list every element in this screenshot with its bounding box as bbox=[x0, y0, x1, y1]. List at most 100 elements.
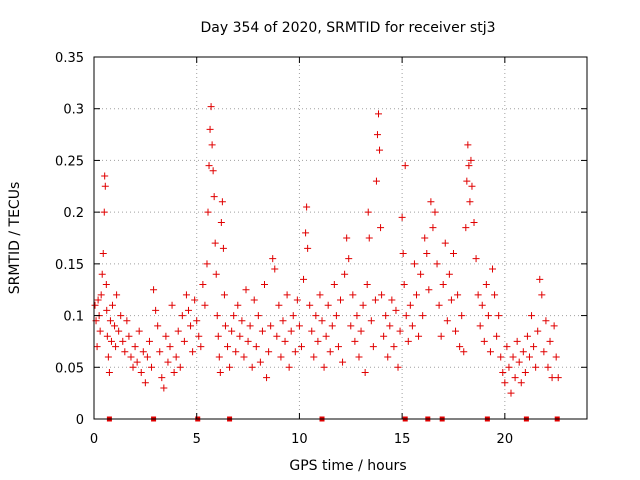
data-point bbox=[207, 103, 215, 111]
data-point bbox=[219, 244, 227, 252]
data-point bbox=[377, 224, 385, 232]
data-point bbox=[101, 182, 109, 190]
data-point bbox=[213, 312, 221, 320]
data-point bbox=[143, 353, 151, 361]
data-point bbox=[353, 312, 361, 320]
data-point bbox=[341, 270, 349, 278]
data-point bbox=[449, 250, 457, 258]
data-point bbox=[429, 224, 437, 232]
data-point bbox=[410, 260, 418, 268]
data-point bbox=[401, 162, 409, 170]
data-point bbox=[258, 327, 266, 335]
data-point bbox=[295, 322, 303, 330]
data-point bbox=[536, 275, 544, 283]
data-point bbox=[217, 218, 225, 226]
data-point bbox=[302, 229, 310, 237]
data-point bbox=[206, 125, 214, 133]
data-point bbox=[423, 250, 431, 258]
data-point bbox=[369, 343, 377, 351]
x-tick-label: 15 bbox=[394, 432, 411, 447]
data-point bbox=[376, 146, 384, 154]
data-point bbox=[339, 358, 347, 366]
data-point bbox=[386, 322, 394, 330]
data-point bbox=[495, 312, 503, 320]
y-tick-label: 0.15 bbox=[55, 258, 84, 273]
data-point bbox=[178, 312, 186, 320]
data-point bbox=[103, 332, 111, 340]
data-point bbox=[160, 384, 168, 392]
data-point bbox=[378, 291, 386, 299]
data-point bbox=[193, 317, 201, 325]
data-point bbox=[417, 270, 425, 278]
data-point bbox=[208, 141, 216, 149]
data-point bbox=[542, 317, 550, 325]
data-point bbox=[166, 343, 174, 351]
data-point bbox=[199, 281, 207, 289]
data-point bbox=[554, 374, 562, 382]
data-point bbox=[203, 260, 211, 268]
data-point bbox=[291, 348, 299, 356]
data-point bbox=[501, 379, 509, 387]
data-point bbox=[236, 332, 244, 340]
data-point bbox=[184, 306, 192, 314]
data-point bbox=[519, 348, 527, 356]
data-point bbox=[355, 353, 363, 361]
data-point bbox=[254, 312, 262, 320]
data-point bbox=[394, 363, 402, 371]
data-point bbox=[507, 389, 515, 397]
data-point bbox=[324, 301, 332, 309]
data-point bbox=[242, 286, 250, 294]
data-point bbox=[357, 327, 365, 335]
data-point bbox=[216, 368, 224, 376]
data-point bbox=[462, 224, 470, 232]
data-point bbox=[544, 363, 552, 371]
x-tick-label: 10 bbox=[291, 432, 308, 447]
data-point bbox=[201, 301, 209, 309]
data-point bbox=[234, 301, 242, 309]
data-point bbox=[256, 358, 264, 366]
data-point bbox=[435, 301, 443, 309]
data-point bbox=[314, 337, 322, 345]
data-point bbox=[521, 368, 529, 376]
data-point bbox=[283, 291, 291, 299]
data-point bbox=[99, 250, 107, 258]
data-point bbox=[419, 312, 427, 320]
data-point bbox=[191, 296, 199, 304]
data-point bbox=[456, 343, 464, 351]
data-point bbox=[372, 177, 380, 185]
data-point bbox=[493, 332, 501, 340]
data-point bbox=[232, 348, 240, 356]
data-point bbox=[133, 358, 141, 366]
data-point bbox=[228, 327, 236, 335]
data-point bbox=[221, 322, 229, 330]
data-point bbox=[111, 322, 119, 330]
data-point bbox=[180, 337, 188, 345]
data-point bbox=[105, 368, 113, 376]
data-point bbox=[135, 327, 143, 335]
data-point bbox=[104, 353, 112, 361]
data-point bbox=[467, 156, 475, 164]
data-point bbox=[189, 348, 197, 356]
data-point bbox=[129, 363, 137, 371]
axis-ticks: 0 0.05 0.1 0.15 0.2 0.25 0.3 0.35 0 5 10 15 20 bbox=[55, 51, 587, 447]
data-point bbox=[285, 363, 293, 371]
data-point bbox=[334, 343, 342, 351]
data-point bbox=[210, 193, 218, 201]
data-point bbox=[408, 322, 416, 330]
data-point bbox=[525, 353, 533, 361]
data-point bbox=[468, 182, 476, 190]
data-point bbox=[101, 172, 109, 180]
data-point bbox=[176, 363, 184, 371]
data-point bbox=[204, 208, 212, 216]
data-point bbox=[513, 337, 521, 345]
data-point bbox=[195, 332, 203, 340]
data-point bbox=[113, 291, 121, 299]
data-point bbox=[503, 343, 511, 351]
data-point bbox=[396, 327, 404, 335]
data-point bbox=[209, 167, 217, 175]
data-point bbox=[472, 255, 480, 263]
data-point bbox=[382, 312, 390, 320]
data-point bbox=[452, 327, 460, 335]
